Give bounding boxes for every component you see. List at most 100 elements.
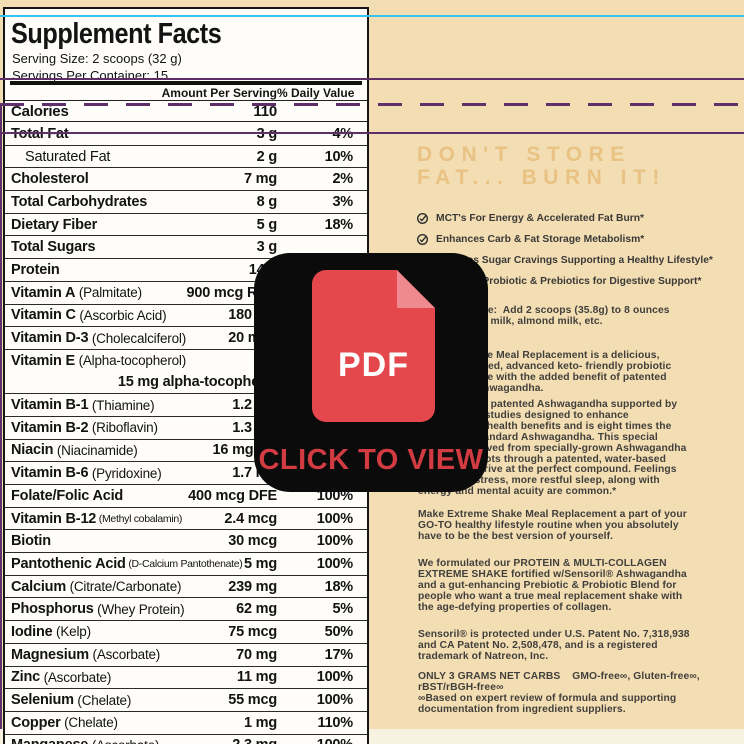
headline-line-1: DON'T STORE [417, 143, 631, 166]
table-header-row: Amount Per Serving % Daily Value [5, 86, 367, 101]
table-row: Iodine (Kelp) 75 mcg 50% [5, 621, 367, 644]
row-dv: 100% [316, 510, 353, 527]
row-paren: (Pyridoxine) [88, 465, 162, 481]
marketing-headline: DON'T STORE FAT... BURN IT! [417, 143, 666, 189]
pdf-icon-label: PDF [338, 346, 409, 384]
row-dv: 2% [332, 171, 353, 188]
row-dv: 50% [324, 623, 354, 640]
paragraph-line: people who want a true meal replacement … [418, 590, 683, 602]
row-paren: (Alpha-tocopherol) [75, 353, 187, 369]
row-amount: 239 mg [228, 578, 277, 595]
marketing-paragraph: We formulated our PROTEIN & MULTI-COLLAG… [418, 558, 687, 614]
row-dv: 4% [332, 125, 353, 142]
table-row: Phosphorus (Whey Protein) 62 mg 5% [5, 598, 367, 622]
row-name: Vitamin E [11, 352, 76, 369]
row-dv: 10% [324, 148, 354, 165]
row-dv: 3% [332, 193, 353, 210]
table-row: Biotin 30 mcg 100% [5, 530, 367, 554]
paragraph-line: EXTREME SHAKE fortified w/Sensoril® Ashw… [418, 568, 687, 580]
row-amount: 62 mg [236, 601, 277, 618]
row-paren: (Methyl cobalamin) [96, 512, 183, 525]
row-dv: 100% [316, 555, 353, 572]
pdf-preview-button[interactable]: PDF CLICK TO VIEW [254, 253, 488, 492]
dv-column-header: % Daily Value [277, 86, 355, 100]
row-dv: 5% [332, 601, 353, 618]
row-amount: 70 mg [236, 646, 277, 663]
benefit-bullet: MCT's For Energy & Accelerated Fat Burn* [416, 208, 713, 229]
paragraph-line: ∞Based on expert review of formula and s… [418, 692, 677, 704]
paragraph-line: ONLY 3 GRAMS NET CARBS GMO-free∞, Gluten… [418, 671, 700, 682]
row-amount: 3 g [256, 125, 278, 142]
amount-column-header: Amount Per Serving [161, 86, 277, 100]
row-amount: 2.3 mg [159, 737, 277, 744]
thick-divider-bar [10, 81, 362, 85]
table-row: Saturated Fat 2 g 10% [5, 146, 367, 169]
row-dv: 18% [324, 578, 354, 595]
paragraph-line: Sensoril® is protected under U.S. Patent… [418, 629, 690, 640]
row-name: Cholesterol [11, 171, 89, 188]
row-paren: (Riboflavin) [88, 420, 158, 436]
row-amount: 3 g [256, 239, 278, 256]
table-row: Total Sugars 3 g [5, 236, 367, 260]
marketing-paragraph: Sensoril® is protected under U.S. Patent… [418, 629, 690, 663]
calories-value: 110 [253, 102, 277, 120]
row-name: Vitamin C [11, 307, 76, 324]
row-name: Total Sugars [11, 239, 96, 256]
check-circle-icon [416, 233, 429, 246]
row-name: Biotin [11, 533, 51, 550]
row-name: Folate/Folic Acid [11, 487, 124, 504]
row-amount: 5 g [256, 216, 278, 233]
row-dv: 100% [277, 737, 353, 744]
row-paren: (Chelate) [60, 715, 118, 731]
table-row: Calcium (Citrate/Carbonate) 239 mg 18% [5, 576, 367, 599]
row-name: Vitamin B-2 [11, 419, 89, 436]
check-circle-icon [416, 212, 429, 225]
row-name: Total Fat [11, 125, 69, 142]
paragraph-line: trademark of Natreon, Inc. [418, 650, 549, 662]
row-name: Pantothenic Acid [11, 555, 126, 572]
table-row: Dietary Fiber 5 g 18% [5, 214, 367, 237]
table-row: Manganese (Ascorbate) 2.3 mg 100% [5, 735, 367, 744]
paragraph-line: documentation from ingredient suppliers. [418, 703, 626, 715]
row-name: Vitamin B-1 [11, 397, 89, 414]
calories-row: Calories 110 [5, 101, 367, 122]
row-paren: (Niacinamide) [53, 442, 138, 458]
row-paren: (Ascorbate) [88, 738, 160, 744]
row-name: Saturated Fat [25, 148, 111, 165]
bullet-text: Enhances Carb & Fat Storage Metabolism* [436, 234, 645, 245]
table-row: Zinc (Ascorbate) 11 mg 100% [5, 667, 367, 690]
click-to-view-label: CLICK TO VIEW [258, 444, 484, 476]
row-name: Iodine [11, 623, 53, 640]
row-amount: 2 g [256, 148, 278, 165]
row-dv: 100% [316, 692, 353, 709]
row-amount: 14 g [248, 261, 277, 278]
table-row: Total Fat 3 g 4% [5, 123, 367, 146]
row-name: Niacin [11, 442, 54, 459]
row-amount: 1 mg [243, 714, 277, 731]
row-name: Calcium [11, 578, 67, 595]
row-paren: (Kelp) [52, 624, 91, 640]
table-row: Pantothenic Acid (D-Calcium Pantothenate… [5, 553, 367, 576]
row-paren: (Ascorbate) [40, 669, 112, 685]
row-amount: 7 mg [243, 171, 277, 188]
pdf-folded-corner [397, 270, 435, 308]
row-paren: (Ascorbic Acid) [75, 307, 167, 323]
row-name: Dietary Fiber [11, 216, 98, 233]
benefit-bullet: Enhances Carb & Fat Storage Metabolism* [416, 229, 713, 250]
row-name: Copper [11, 714, 61, 731]
paragraph-line: rBST/rBGH-free∞ [418, 681, 504, 693]
paragraph-line: the age-defying properties of collagen. [418, 601, 612, 613]
row-amount: 55 mcg [228, 692, 277, 709]
supplement-facts-title: Supplement Facts [11, 18, 222, 50]
row-name: Phosphorus [11, 601, 94, 618]
row-name: Vitamin D-3 [11, 330, 89, 347]
paragraph-line: Make Extreme Shake Meal Replacement a pa… [418, 509, 687, 520]
paragraph-line: and a gut-enhancing Prebiotic & Probioti… [418, 579, 677, 591]
row-name: Manganese [11, 737, 88, 744]
row-amount: 5 mg [243, 555, 277, 572]
row-name: Vitamin A [11, 284, 76, 301]
marketing-paragraph: Make Extreme Shake Meal Replacement a pa… [418, 509, 687, 543]
row-name: Vitamin B-12 [11, 510, 97, 527]
row-dv: 110% [317, 714, 354, 731]
row-dv: 18% [324, 216, 354, 233]
